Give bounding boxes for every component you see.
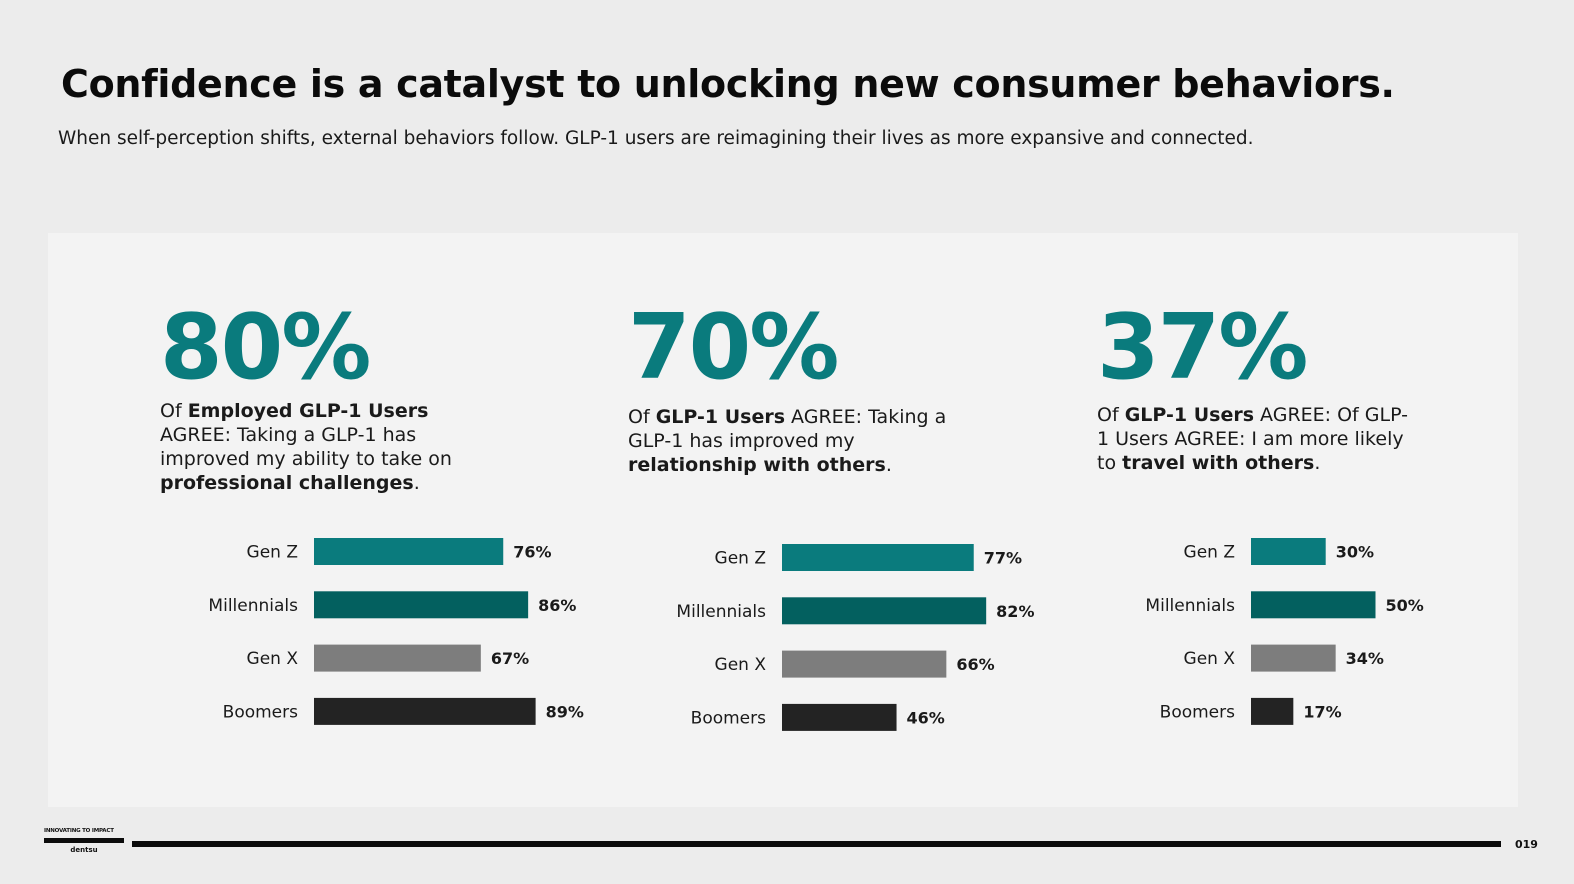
stat-description: Of GLP-1 Users AGREE: Of GLP-1 Users AGR… xyxy=(1097,403,1417,475)
bar-gen-x xyxy=(782,650,947,678)
bar-chart: Gen Z 76% Millennials 86% Gen X 67% Boomers 89% xyxy=(208,538,584,725)
bar-value-label: 86% xyxy=(538,596,576,615)
page-subtitle: When self-perception shifts, external be… xyxy=(58,128,1254,149)
bar-value-label: 77% xyxy=(984,549,1022,568)
stat-description: Of Employed GLP-1 Users AGREE: Taking a … xyxy=(160,399,480,495)
stat-description-text: AGREE: Taking a GLP-1 has improved my ab… xyxy=(160,424,452,470)
bar-category-label: Millennials xyxy=(676,602,766,622)
bar-gen-x xyxy=(314,644,481,672)
stat-description-text: Of xyxy=(628,406,656,428)
stat-description-emphasis: GLP-1 Users xyxy=(1124,404,1255,426)
stat-description-text: AGREE: Of GLP-1 Users AGREE: I am more l… xyxy=(1097,404,1408,474)
stat-big-number: 80% xyxy=(160,295,371,400)
stat-description-text: . xyxy=(885,454,892,476)
bar-category-label: Millennials xyxy=(1145,596,1235,616)
bar-millennials xyxy=(1251,591,1376,619)
footer-rule xyxy=(132,841,1501,847)
bar-category-label: Gen X xyxy=(1184,649,1236,669)
stat-description-text: AGREE: Taking a GLP-1 has improved my xyxy=(628,406,947,452)
bar-category-label: Boomers xyxy=(1160,702,1235,722)
stat-description-text: . xyxy=(413,472,420,494)
page-number: 019 xyxy=(1515,838,1538,851)
bar-category-label: Gen X xyxy=(715,655,767,675)
bar-category-label: Boomers xyxy=(691,708,766,728)
bar-category-label: Gen Z xyxy=(1184,543,1235,563)
bar-value-label: 67% xyxy=(491,649,529,668)
bar-boomers xyxy=(314,697,536,725)
stat-big-number: 70% xyxy=(628,295,839,400)
bar-boomers xyxy=(1251,697,1294,725)
stat-description-emphasis: travel with others xyxy=(1122,452,1315,474)
bar-value-label: 30% xyxy=(1336,543,1374,562)
bar-value-label: 17% xyxy=(1303,702,1341,721)
page-title: Confidence is a catalyst to unlocking ne… xyxy=(61,62,1395,106)
bar-value-label: 89% xyxy=(546,702,584,721)
bar-value-label: 50% xyxy=(1386,596,1424,615)
bar-value-label: 34% xyxy=(1346,649,1384,668)
bar-category-label: Gen X xyxy=(247,649,299,669)
stat-big-number: 37% xyxy=(1097,295,1308,400)
bar-chart: Gen Z 30% Millennials 50% Gen X 34% Boomers 17% xyxy=(1145,538,1424,725)
bar-chart: Gen Z 77% Millennials 82% Gen X 66% Boomers 46% xyxy=(676,544,1034,731)
bar-millennials xyxy=(314,591,529,619)
bar-value-label: 46% xyxy=(907,708,945,727)
stat-description: Of GLP-1 Users AGREE: Taking a GLP-1 has… xyxy=(628,405,948,477)
stat-description-emphasis: relationship with others xyxy=(628,454,886,476)
bar-category-label: Millennials xyxy=(208,596,298,616)
stat-description-emphasis: professional challenges xyxy=(160,472,414,494)
bar-gen-z xyxy=(782,544,974,571)
stat-description-emphasis: Employed GLP-1 Users xyxy=(187,400,429,422)
stat-description-text: Of xyxy=(160,400,188,422)
bar-category-label: Gen Z xyxy=(715,549,766,569)
bar-gen-z xyxy=(1251,538,1326,565)
dentsu-logo: INNOVATING TO IMPACT dentsu xyxy=(44,828,124,854)
logo-bar xyxy=(44,838,124,843)
bar-category-label: Gen Z xyxy=(247,543,298,563)
logo-tagline: INNOVATING TO IMPACT xyxy=(44,828,114,834)
bar-value-label: 66% xyxy=(956,655,994,674)
stat-description-text: Of xyxy=(1097,404,1125,426)
stats-panel: 80% Of Employed GLP-1 Users AGREE: Takin… xyxy=(48,233,1518,807)
logo-name: dentsu xyxy=(70,846,98,854)
stat-description-emphasis: GLP-1 Users xyxy=(655,406,786,428)
bar-value-label: 76% xyxy=(513,543,551,562)
bar-gen-z xyxy=(314,538,504,565)
bar-gen-x xyxy=(1251,644,1336,672)
bar-boomers xyxy=(782,703,897,731)
bar-millennials xyxy=(782,597,987,625)
stat-description-text: . xyxy=(1314,452,1321,474)
bar-category-label: Boomers xyxy=(223,702,298,722)
bar-value-label: 82% xyxy=(996,602,1034,621)
